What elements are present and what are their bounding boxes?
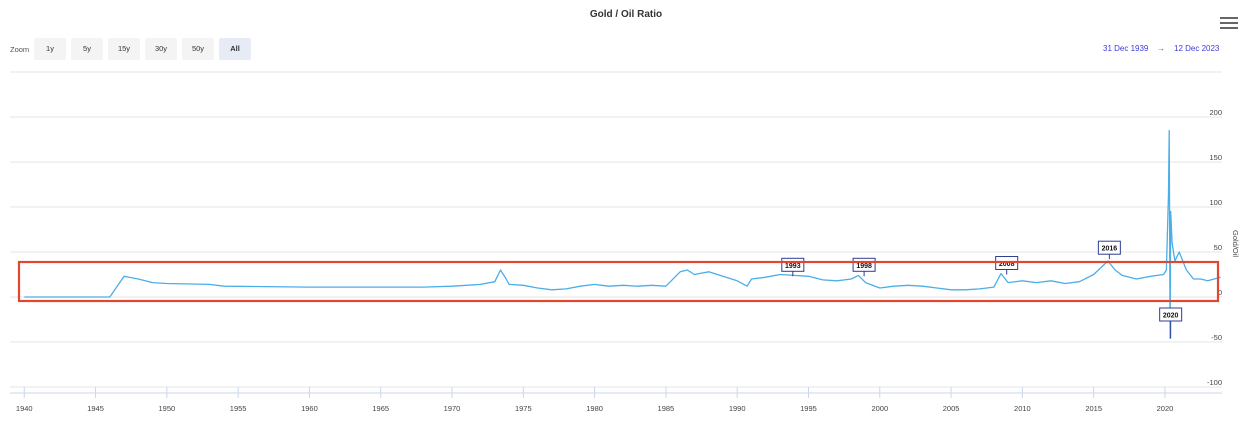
y-tick-label: 200: [1209, 108, 1222, 117]
x-tick-label: 1950: [159, 404, 176, 413]
y-tick-label: 50: [1214, 243, 1222, 252]
y-axis: 200 150 100 50 0 -50 -100: [1207, 108, 1222, 387]
zoom-1y-button[interactable]: 1y: [34, 38, 66, 60]
zoom-15y-button[interactable]: 15y: [108, 38, 140, 60]
annotation-flag-label: 2020: [1163, 313, 1179, 320]
x-tick-label: 2015: [1085, 404, 1102, 413]
x-tick-label: 2000: [871, 404, 888, 413]
zoom-50y-button[interactable]: 50y: [182, 38, 214, 60]
range-to-date[interactable]: 12 Dec 2023: [1174, 44, 1220, 53]
annotation-flag[interactable]: [1097, 240, 1121, 255]
y-tick-label: 100: [1209, 198, 1222, 207]
x-tick-label: 1945: [87, 404, 104, 413]
x-tick-label: 2020: [1157, 404, 1174, 413]
x-axis: 1940 1945 1950 1955 1960 1965 1970 1975 1980 1985…: [10, 387, 1222, 413]
x-tick-label: 1970: [444, 404, 461, 413]
x-tick-label: 1985: [658, 404, 675, 413]
x-tick-label: 1975: [515, 404, 532, 413]
zoom-30y-button[interactable]: 30y: [145, 38, 177, 60]
annotations-group: 1993 1998 2008 2016 2020: [781, 240, 1183, 339]
x-tick-label: 1965: [372, 404, 389, 413]
zoom-label: Zoom: [10, 45, 30, 54]
zoom-5y-button[interactable]: 5y: [71, 38, 103, 60]
y-axis-label: Gold/Oil: [1231, 230, 1240, 257]
annotation-flag-label: 2008: [999, 261, 1015, 268]
x-tick-label: 2010: [1014, 404, 1031, 413]
y-tick-label: 0: [1218, 288, 1222, 297]
range-arrow-icon: →: [1157, 44, 1165, 53]
annotation-flag-label: 2016: [1102, 246, 1118, 253]
annotation-flag-label: 1998: [856, 263, 872, 270]
chart-title: Gold / Oil Ratio: [589, 9, 663, 20]
annotation-flag-label: 1993: [785, 263, 801, 270]
y-tick-label: -100: [1207, 378, 1222, 387]
series-group: [24, 129, 1221, 340]
hamburger-menu-icon[interactable]: [1220, 17, 1238, 33]
range-from-date[interactable]: 31 Dec 1939: [1103, 44, 1149, 53]
zoom-all-button[interactable]: All: [219, 38, 251, 60]
grid-lines: [10, 71, 1222, 388]
highlight-box: [17, 260, 1220, 303]
x-tick-label: 1955: [230, 404, 247, 413]
x-tick-label: 1980: [586, 404, 603, 413]
y-tick-label: -50: [1211, 333, 1222, 342]
x-tick-label: 2005: [943, 404, 960, 413]
x-tick-label: 1940: [16, 404, 33, 413]
x-tick-label: 1995: [800, 404, 817, 413]
x-tick-label: 1960: [301, 404, 318, 413]
y-tick-label: 150: [1209, 153, 1222, 162]
x-tick-label: 1990: [729, 404, 746, 413]
series-line: [24, 129, 1221, 340]
annotation-flag[interactable]: [1159, 307, 1183, 322]
